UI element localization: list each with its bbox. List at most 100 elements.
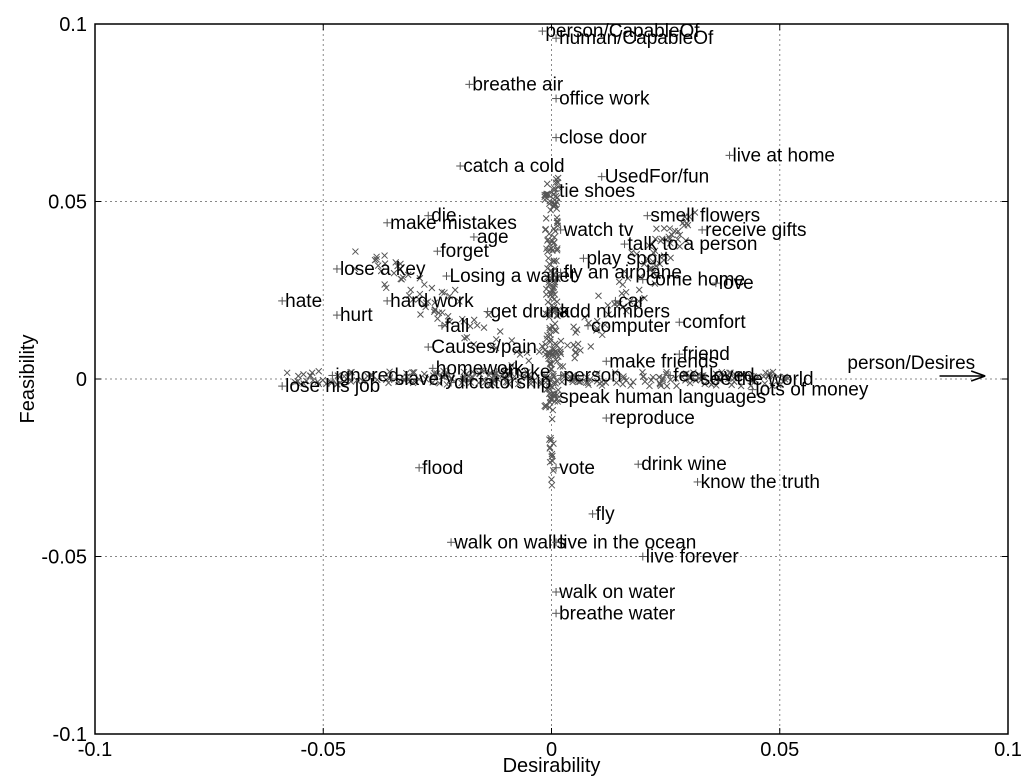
y-tick-label: 0 bbox=[76, 369, 87, 391]
y-tick-label: -0.1 bbox=[53, 724, 87, 746]
cloud-mark bbox=[549, 482, 555, 488]
point-label: fly bbox=[596, 504, 616, 525]
point-label: hate bbox=[285, 291, 322, 312]
point-54: live forever bbox=[639, 547, 740, 568]
point-label: Causes/pain bbox=[431, 337, 537, 358]
cloud-mark bbox=[549, 458, 555, 464]
point-label: walk on walls bbox=[453, 532, 566, 553]
point-52: walk on walls bbox=[447, 532, 566, 553]
cloud-mark bbox=[549, 416, 555, 422]
cloud-mark bbox=[552, 228, 558, 234]
x-tick-label: -0.05 bbox=[300, 739, 346, 761]
point-7: live at home bbox=[726, 145, 835, 166]
point-47: flood bbox=[415, 458, 463, 479]
cloud-mark bbox=[558, 338, 564, 344]
point-16: forget bbox=[433, 241, 489, 262]
x-axis-title: Desirability bbox=[503, 755, 601, 777]
cloud-mark bbox=[481, 325, 487, 331]
point-label: lose his job bbox=[285, 376, 380, 397]
point-label: live forever bbox=[646, 547, 740, 568]
cloud-mark bbox=[588, 343, 594, 349]
cloud-mark bbox=[544, 181, 550, 187]
point-label: vote bbox=[559, 458, 595, 479]
point-23: hate bbox=[278, 291, 322, 312]
point-label: reproduce bbox=[609, 408, 695, 429]
point-label: office work bbox=[559, 89, 650, 110]
cloud-mark bbox=[550, 407, 556, 413]
point-label: lots of money bbox=[755, 380, 868, 401]
cloud-mark bbox=[595, 293, 601, 299]
labeled-points: person/CapableOfhuman/CapableOfbreathe a… bbox=[278, 21, 869, 624]
cloud-mark bbox=[564, 342, 570, 348]
point-label: forget bbox=[440, 241, 489, 262]
cloud-mark bbox=[382, 253, 388, 259]
point-label: Losing a wallet bbox=[450, 266, 576, 287]
point-label: flood bbox=[422, 458, 463, 479]
point-50: know the truth bbox=[694, 472, 820, 493]
y-tick-label: 0.1 bbox=[59, 14, 87, 36]
point-51: fly bbox=[589, 504, 616, 525]
cloud-mark bbox=[471, 317, 477, 323]
point-44: lots of money bbox=[748, 380, 868, 401]
point-4: close door bbox=[552, 128, 647, 149]
point-label: speak human languages bbox=[559, 387, 766, 408]
point-label: watch tv bbox=[563, 220, 634, 241]
cloud-mark bbox=[648, 377, 654, 383]
y-tick-label: -0.05 bbox=[41, 547, 87, 569]
point-56: breathe water bbox=[552, 603, 676, 624]
desires-arrow: person/Desires bbox=[847, 353, 985, 381]
point-32: Causes/pain bbox=[424, 337, 537, 358]
point-19: Losing a wallet bbox=[443, 266, 576, 287]
cloud-mark bbox=[417, 311, 423, 317]
point-31: computer bbox=[584, 316, 671, 337]
point-label: hard work bbox=[390, 291, 474, 312]
cloud-mark bbox=[630, 379, 636, 385]
cloud-mark bbox=[571, 324, 577, 330]
point-48: vote bbox=[552, 458, 595, 479]
point-28: hurt bbox=[333, 305, 373, 326]
point-label: human/CapableOf bbox=[559, 28, 714, 49]
point-label: live at home bbox=[733, 145, 835, 166]
cloud-mark bbox=[572, 344, 578, 350]
cloud-mark bbox=[316, 368, 322, 374]
point-label: slavery bbox=[395, 369, 456, 390]
point-label: breathe water bbox=[559, 603, 676, 624]
cloud-mark bbox=[545, 255, 551, 261]
point-label: hurt bbox=[340, 305, 373, 326]
cloud-mark bbox=[543, 215, 549, 221]
point-37: person bbox=[557, 365, 622, 386]
point-label: close door bbox=[559, 128, 647, 149]
point-40: slavery bbox=[388, 369, 456, 390]
point-8: tie shoes bbox=[552, 181, 635, 202]
point-22: love bbox=[712, 273, 754, 294]
cloud-mark bbox=[497, 329, 503, 335]
point-55: walk on water bbox=[552, 582, 676, 603]
point-5: catch a cold bbox=[456, 156, 564, 177]
y-tick-label: 0.05 bbox=[48, 192, 87, 214]
point-18: lose a key bbox=[333, 259, 426, 280]
cloud-mark bbox=[435, 316, 441, 322]
point-43: lose his job bbox=[278, 376, 380, 397]
cloud-mark bbox=[539, 343, 545, 349]
x-tick-label: 0.05 bbox=[760, 739, 799, 761]
cloud-mark bbox=[572, 355, 578, 361]
cloud-mark bbox=[548, 477, 554, 483]
arrow-label: person/Desires bbox=[847, 353, 975, 374]
point-label: tie shoes bbox=[559, 181, 635, 202]
y-axis-title: Feasibility bbox=[17, 335, 39, 424]
point-label: person bbox=[564, 365, 622, 386]
point-29: comfort bbox=[675, 312, 746, 333]
point-label: computer bbox=[591, 316, 671, 337]
point-45: speak human languages bbox=[552, 387, 766, 408]
cloud-mark bbox=[284, 370, 290, 376]
point-label: lose a key bbox=[340, 259, 426, 280]
point-41: dictatorship bbox=[447, 373, 551, 394]
point-3: office work bbox=[552, 89, 650, 110]
point-label: breathe air bbox=[472, 74, 564, 95]
point-2: breathe air bbox=[465, 74, 564, 95]
cloud-mark bbox=[543, 226, 549, 232]
point-label: dictatorship bbox=[454, 373, 551, 394]
cloud-mark bbox=[474, 322, 480, 328]
cloud-mark bbox=[573, 330, 579, 336]
